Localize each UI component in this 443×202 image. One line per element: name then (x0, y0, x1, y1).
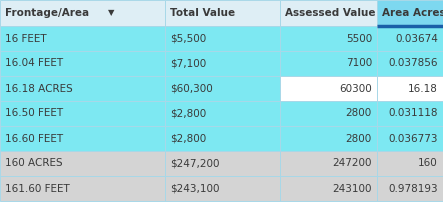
Text: 161.60 FEET: 161.60 FEET (5, 183, 70, 194)
Bar (377, 76, 443, 101)
Text: 16.18: 16.18 (408, 83, 438, 94)
Bar (165, 126, 280, 151)
Text: $7,100: $7,100 (170, 59, 206, 68)
Text: 0.031118: 0.031118 (389, 108, 438, 119)
Bar (280, 76, 377, 101)
Bar (377, 126, 443, 151)
Text: 160 ACRES: 160 ACRES (5, 159, 62, 168)
Text: $60,300: $60,300 (170, 83, 213, 94)
Text: 2800: 2800 (346, 134, 372, 143)
Text: 16.18 ACRES: 16.18 ACRES (5, 83, 73, 94)
Text: 0.036773: 0.036773 (389, 134, 438, 143)
Text: 5500: 5500 (346, 34, 372, 43)
Bar (377, 0, 443, 26)
Bar (377, 26, 443, 51)
Bar (280, 0, 377, 26)
Text: $243,100: $243,100 (170, 183, 219, 194)
Text: 247200: 247200 (333, 159, 372, 168)
Bar (0, 26, 165, 51)
Text: 2800: 2800 (346, 108, 372, 119)
Text: Total Value: Total Value (170, 8, 235, 18)
Text: $5,500: $5,500 (170, 34, 206, 43)
Text: Assessed Value: Assessed Value (285, 8, 376, 18)
Bar (377, 151, 443, 176)
Text: $247,200: $247,200 (170, 159, 219, 168)
Text: Area Acres: Area Acres (382, 8, 443, 18)
Bar (280, 151, 377, 176)
Bar (0, 176, 165, 201)
Bar (377, 176, 443, 201)
Text: $2,800: $2,800 (170, 134, 206, 143)
Text: Frontage/Area: Frontage/Area (5, 8, 89, 18)
Text: 0.978193: 0.978193 (389, 183, 438, 194)
Bar (0, 51, 165, 76)
Bar (0, 126, 165, 151)
Bar (0, 151, 165, 176)
Bar (165, 51, 280, 76)
Text: 0.03674: 0.03674 (395, 34, 438, 43)
Text: 7100: 7100 (346, 59, 372, 68)
Bar (165, 176, 280, 201)
Text: 16.50 FEET: 16.50 FEET (5, 108, 63, 119)
Text: 16.60 FEET: 16.60 FEET (5, 134, 63, 143)
Bar (377, 51, 443, 76)
Bar (280, 51, 377, 76)
Text: ▼: ▼ (108, 8, 114, 18)
Bar (280, 101, 377, 126)
Bar (0, 101, 165, 126)
Text: 60300: 60300 (339, 83, 372, 94)
Text: 243100: 243100 (333, 183, 372, 194)
Bar (165, 101, 280, 126)
Bar (165, 26, 280, 51)
Text: 16 FEET: 16 FEET (5, 34, 47, 43)
Text: $2,800: $2,800 (170, 108, 206, 119)
Bar (280, 26, 377, 51)
Bar (0, 0, 165, 26)
Text: 0.037856: 0.037856 (389, 59, 438, 68)
Text: 160: 160 (418, 159, 438, 168)
Bar (165, 76, 280, 101)
Bar (377, 101, 443, 126)
Bar (0, 76, 165, 101)
Bar (280, 176, 377, 201)
Bar (165, 0, 280, 26)
Bar (280, 126, 377, 151)
Text: 16.04 FEET: 16.04 FEET (5, 59, 63, 68)
Bar (165, 151, 280, 176)
